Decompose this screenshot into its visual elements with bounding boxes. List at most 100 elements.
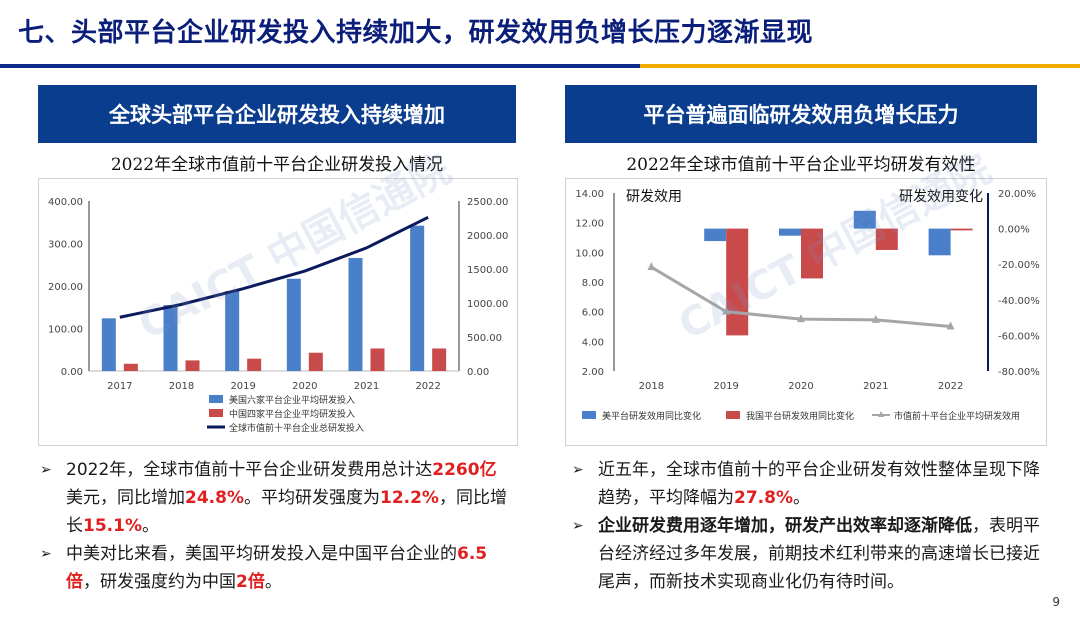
left-tick-label: 10.00 bbox=[575, 248, 604, 259]
highlight-figure: 27.8% bbox=[734, 488, 793, 508]
right-tick-label: -20.00% bbox=[998, 260, 1040, 271]
right-chart: 2.00 4.00 6.00 8.00 10.00 12.00 14.00 -80.00% -6… bbox=[565, 178, 1047, 446]
legend-swatch bbox=[582, 411, 596, 419]
x-tick-label: 2019 bbox=[713, 381, 738, 392]
bullet-arrow-icon: ➢ bbox=[40, 462, 52, 478]
bullet-text: ，研发强度约为中国 bbox=[83, 572, 236, 592]
bar-cn bbox=[123, 363, 138, 371]
right-tick-label: 0.00 bbox=[467, 367, 489, 378]
right-tick-label: 1500.00 bbox=[467, 265, 508, 276]
legend-label: 全球市值前十平台企业总研发投入 bbox=[229, 422, 364, 434]
page-number: 9 bbox=[1052, 595, 1060, 609]
bullet-text: 。 bbox=[264, 572, 282, 592]
left-bullet-1: ➢ 中美对比来看，美国平均研发投入是中国平台企业的6.5倍，研发强度约为中国2倍。 bbox=[40, 540, 510, 596]
bullet-text: 美元，同比增加 bbox=[66, 488, 185, 508]
left-tick-label: 200.00 bbox=[48, 282, 83, 293]
highlight-figure: 24.8% bbox=[185, 488, 244, 508]
left-tick-label: 300.00 bbox=[48, 240, 83, 251]
x-tick-label: 2017 bbox=[107, 381, 132, 392]
bullet-text: 中美对比来看，美国平均研发投入是中国平台企业的 bbox=[66, 544, 457, 564]
x-tick-label: 2022 bbox=[415, 381, 440, 392]
left-chart-title: 2022年全球市值前十平台企业研发投入情况 bbox=[110, 155, 444, 175]
bar-us-change bbox=[928, 228, 951, 256]
right-tick-label: 20.00% bbox=[998, 189, 1036, 200]
highlight-figure: 2260亿 bbox=[432, 460, 497, 480]
bullet-text: 。 bbox=[141, 516, 159, 536]
title-underline bbox=[0, 64, 1080, 68]
bullet-text: 2022年，全球市值前十平台企业研发费用总计达 bbox=[66, 460, 433, 480]
right-bullet-list: ➢ 近五年，全球市值前十的平台企业研发有效性整体呈现下降趋势，平均降幅为27.8%… bbox=[572, 456, 1042, 596]
left-axis-title: 研发效用 bbox=[626, 189, 682, 205]
right-axis-title: 研发效用变化 bbox=[899, 189, 983, 205]
x-tick-label: 2022 bbox=[938, 381, 963, 392]
left-bullet-list: ➢ 2022年，全球市值前十平台企业研发费用总计达2260亿美元，同比增加24.8… bbox=[40, 456, 510, 596]
left-tick-label: 14.00 bbox=[575, 189, 604, 200]
title-underline-accent bbox=[640, 64, 1080, 68]
left-tick-label: 12.00 bbox=[575, 219, 604, 230]
left-panel-header: 全球头部平台企业研发投入持续增加 bbox=[38, 85, 516, 143]
bar-us bbox=[348, 257, 363, 371]
x-tick-label: 2018 bbox=[169, 381, 194, 392]
right-bullet-1: ➢ 企业研发费用逐年增加，研发产出效率却逐渐降低，表明平台经济经过多年发展，前期技… bbox=[572, 512, 1042, 596]
bar-us bbox=[225, 291, 240, 371]
line-marker bbox=[647, 262, 656, 271]
x-tick-label: 2018 bbox=[639, 381, 664, 392]
x-tick-label: 2020 bbox=[292, 381, 317, 392]
legend-label: 美平台研发效用同比变化 bbox=[602, 410, 701, 422]
bar-us bbox=[286, 278, 301, 371]
bullet-arrow-icon: ➢ bbox=[40, 546, 52, 562]
bullet-text: ，同比增长 bbox=[66, 488, 507, 536]
highlight-figure: 15.1% bbox=[83, 516, 142, 536]
right-tick-label: 0.00% bbox=[998, 225, 1030, 236]
bar-us bbox=[101, 318, 116, 371]
bar-cn-change bbox=[950, 228, 973, 231]
highlight-figure: 12.2% bbox=[379, 488, 439, 508]
bar-cn-change bbox=[726, 228, 749, 336]
right-tick-label: 2500.00 bbox=[467, 197, 508, 208]
right-tick-label: -60.00% bbox=[998, 331, 1040, 342]
bar-us-change bbox=[704, 228, 727, 242]
legend-swatch bbox=[209, 395, 223, 403]
bullet-text: 近五年，全球市值前十的平台企业研发有效性整体呈现下降趋势，平均降幅为 bbox=[598, 460, 1040, 508]
right-tick-label: 2000.00 bbox=[467, 231, 508, 242]
line-marker bbox=[946, 321, 955, 330]
x-tick-label: 2021 bbox=[354, 381, 379, 392]
left-tick-label: 0.00 bbox=[61, 367, 83, 378]
right-tick-label: 1000.00 bbox=[467, 299, 508, 310]
bullet-arrow-icon: ➢ bbox=[572, 518, 584, 534]
right-bullet-0: ➢ 近五年，全球市值前十的平台企业研发有效性整体呈现下降趋势，平均降幅为27.8%… bbox=[572, 456, 1042, 512]
bullet-text: 。 bbox=[792, 488, 810, 508]
line-total bbox=[119, 215, 429, 319]
page-title: 七、头部平台企业研发投入持续加大，研发效用负增长压力逐渐显现 bbox=[18, 18, 814, 48]
right-chart-title: 2022年全球市值前十平台企业平均研发有效性 bbox=[626, 155, 976, 175]
line-marker bbox=[871, 314, 880, 323]
legend-label: 市值前十平台企业平均研发效用 bbox=[894, 410, 1020, 422]
x-tick-label: 2021 bbox=[863, 381, 888, 392]
bullet-arrow-icon: ➢ bbox=[572, 462, 584, 478]
bar-us bbox=[163, 305, 178, 371]
bullet-text: 企业研发费用逐年增加，研发产出效率却逐渐降低 bbox=[598, 516, 972, 536]
left-tick-label: 400.00 bbox=[48, 197, 83, 208]
line-marker bbox=[722, 306, 731, 315]
legend-label: 我国平台研发效用同比变化 bbox=[746, 410, 854, 422]
highlight-figure: 6.5倍 bbox=[66, 544, 488, 592]
right-tick-label: -40.00% bbox=[998, 296, 1040, 307]
bar-cn bbox=[308, 352, 323, 371]
bar-cn bbox=[370, 348, 385, 371]
left-tick-label: 2.00 bbox=[582, 367, 604, 378]
bar-us-change bbox=[853, 210, 876, 229]
highlight-figure: 2倍 bbox=[236, 572, 265, 592]
left-tick-label: 4.00 bbox=[582, 337, 604, 348]
left-tick-label: 8.00 bbox=[582, 278, 604, 289]
left-bullet-0: ➢ 2022年，全球市值前十平台企业研发费用总计达2260亿美元，同比增加24.8… bbox=[40, 456, 510, 540]
legend-marker bbox=[878, 411, 884, 417]
legend-swatch bbox=[209, 409, 223, 417]
x-tick-label: 2019 bbox=[230, 381, 255, 392]
bar-cn-change bbox=[801, 228, 823, 279]
bullet-text: ，表明平台经济经过多年发展，前期技术红利带来的高速增长已接近尾声，而新技术实现商… bbox=[598, 516, 1040, 592]
right-chart-svg: 2.00 4.00 6.00 8.00 10.00 12.00 14.00 -80.00% -6… bbox=[575, 189, 1040, 422]
bar-cn bbox=[247, 358, 262, 371]
right-tick-label: 500.00 bbox=[467, 333, 502, 344]
bar-cn bbox=[432, 348, 447, 371]
bar-cn-change bbox=[875, 228, 898, 250]
